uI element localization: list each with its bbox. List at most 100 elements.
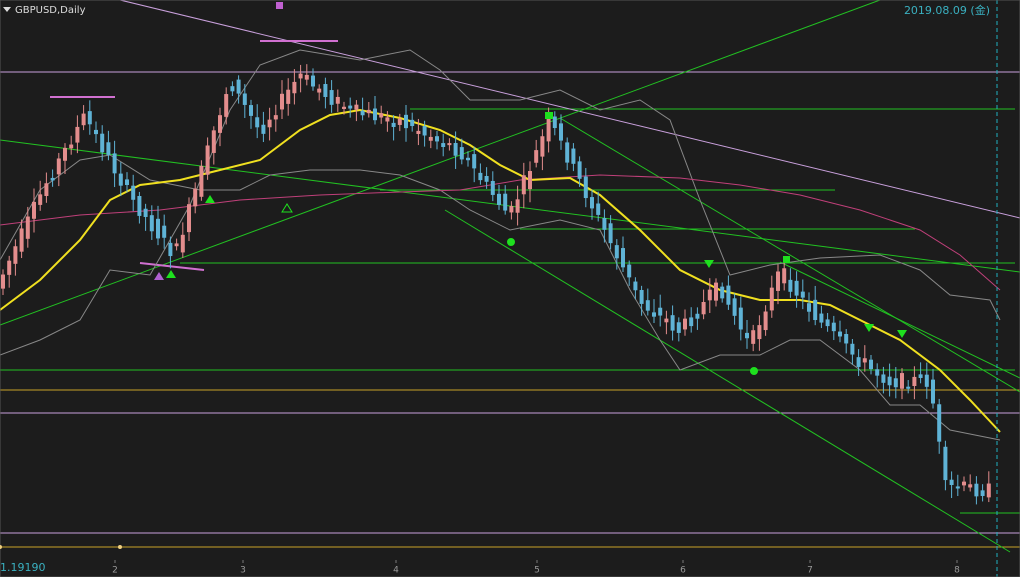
candle-body [738,307,743,330]
candle-body [478,172,483,181]
candle-body [342,106,346,109]
candle-body [664,318,669,323]
candle-body [261,124,266,134]
candle-body [422,126,427,136]
marker-line [139,262,205,271]
candle-body [94,129,98,135]
candle-body [906,386,911,389]
candle-body [949,479,954,486]
candle-body [329,90,334,105]
candle-body [695,313,700,319]
candle-body [267,119,272,128]
candle-body [931,379,935,404]
x-tick-label: 5 [534,566,540,576]
candle-body [373,108,377,121]
x-tick-label: 3 [240,566,246,576]
candle-body [621,248,625,268]
candle-body [205,145,210,175]
candle-body [986,483,991,498]
candle-body [974,483,979,497]
candle-body [236,79,241,94]
candle-body [751,330,756,344]
candle-body [769,287,774,311]
candle-body [280,93,284,110]
candle-body [714,282,718,301]
candle-body [472,154,477,169]
candle-body [571,148,576,164]
candle-body [943,446,948,481]
dot [118,545,122,549]
candle-body [32,201,36,219]
candle-body [242,93,247,105]
candle-body [255,117,260,128]
candle-body [211,130,216,153]
candle-body [75,126,80,143]
candle-body [924,374,929,387]
candle-body [645,300,650,311]
trendline [779,261,1020,379]
candle-body [515,199,520,213]
candle-body [521,175,526,195]
ma-short [0,108,1001,433]
candle-body [881,374,886,383]
candle-body [441,143,446,148]
menu-arrow[interactable] [3,7,11,12]
candle-body [1,274,5,289]
levels [0,71,1020,548]
trendline [559,117,1020,393]
candle-body [596,203,601,215]
bollinger-upper [0,49,1001,356]
candle-body [379,113,384,118]
candle-body [466,157,470,161]
candle-body [348,105,353,109]
candle-body [497,193,501,205]
candle-body [435,136,439,142]
candle-body [149,215,154,232]
trendline [119,0,1020,219]
signal-down [864,324,874,332]
candle-body [912,376,917,387]
x-axis: 2 3 4 5 6 7 8 [112,560,960,576]
candle-body [856,357,861,367]
candle-body [323,84,328,97]
candle-body [614,245,619,259]
candle-body [726,285,731,305]
candle-body [484,175,489,182]
candle-body [583,176,588,199]
signal-up [154,272,164,280]
trendlines [0,0,1020,553]
candle-body [112,153,117,174]
dot [0,545,2,549]
signal-square [783,256,790,263]
candle-body [683,318,687,330]
candle-body [503,193,508,211]
candle-body [763,311,768,331]
candle-body [50,177,55,181]
candle-body [317,88,322,93]
signal-dot [507,238,515,246]
candle-body [800,291,805,298]
candle-body [311,75,315,87]
x-tick-label: 2 [112,566,118,576]
candle-body [732,298,737,316]
candle-body [360,110,365,116]
symbol-label: GBPUSD,Daily [15,5,86,16]
candle-body [230,86,235,92]
candle-body [273,115,278,120]
candle-body [63,147,67,161]
candle-body [106,142,111,155]
candle-body [397,118,402,125]
candle-body [391,122,396,127]
trendline [0,0,881,326]
candle-body [788,279,793,292]
candle-body [869,359,873,370]
candle-body [602,218,607,230]
candle-body [813,299,818,321]
candle-body [627,264,632,278]
x-tick-label: 7 [807,566,813,576]
candle-body [918,374,923,378]
candle-body [168,242,173,257]
candle-body [652,312,656,317]
